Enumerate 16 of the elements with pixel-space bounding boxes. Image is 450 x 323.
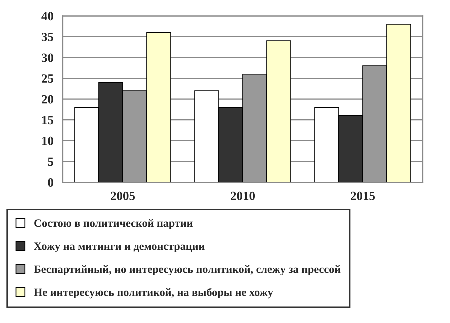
x-tick-label: 2010 (231, 192, 256, 200)
legend-label: Не интересуюсь политикой, на выборы не хожу (34, 288, 274, 299)
x-tick-label: 2015 (351, 192, 376, 200)
y-tick-label: 20 (42, 95, 54, 104)
y-tick-label: 25 (42, 74, 54, 83)
y-tick-label: 35 (42, 33, 54, 42)
legend-label: Беспартийный, но интересуюсь политикой, слежу за прессой (34, 265, 341, 276)
x-tick-label: 2005 (111, 192, 136, 200)
y-tick-label: 30 (42, 54, 54, 62)
legend-label: Хожу на митинги и демонстрации (34, 242, 205, 252)
y-tick-label: 15 (42, 116, 54, 125)
y-tick-label: 10 (42, 136, 54, 146)
y-tick-label: 40 (42, 12, 54, 21)
y-tick-label: 0 (48, 178, 54, 187)
y-tick-label: 5 (48, 158, 54, 166)
legend-label: Состою в политической партии (34, 219, 193, 230)
